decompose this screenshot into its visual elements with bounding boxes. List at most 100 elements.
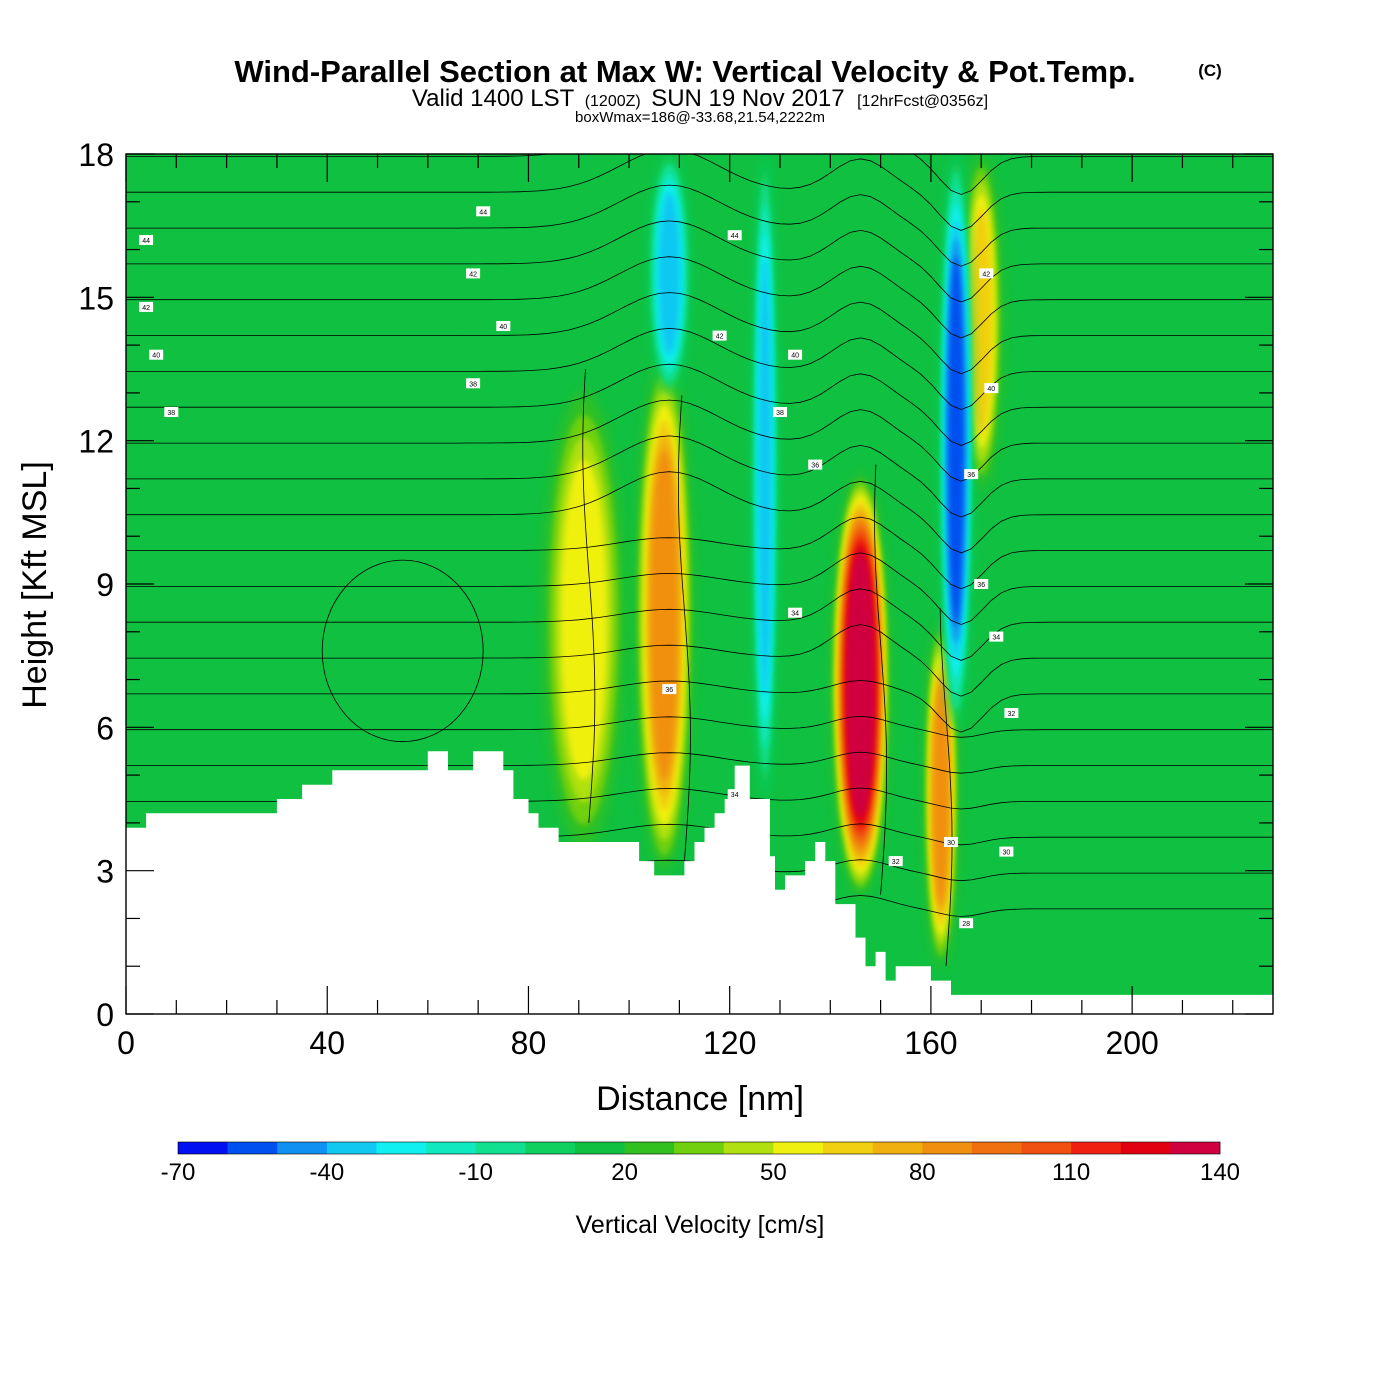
subtitle-utc: (1200Z) [585, 93, 641, 110]
colorbar-swatch [1021, 1142, 1072, 1154]
contour-label-bg [944, 837, 958, 847]
theta-contour-line [126, 363, 1273, 446]
contour-label: 36 [808, 459, 823, 470]
contour-label-text: 42 [982, 271, 990, 278]
contour-label: 40 [788, 349, 803, 360]
contour-label-text: 36 [665, 687, 673, 694]
contour-labels: 44 44 44 42 42 42 42 40 40 40 40 38 38 38 36 36 36 34 34 36… [139, 206, 1019, 929]
colorbar-swatch [723, 1142, 774, 1154]
contour-label: 30 [999, 846, 1014, 857]
contour-label: 42 [712, 330, 727, 341]
contour-label-bg [979, 268, 994, 279]
theta-contour-line [126, 680, 1273, 733]
velocity-band [650, 450, 679, 780]
colorbar-swatch [674, 1142, 725, 1154]
velocity-feature [939, 154, 973, 728]
colorbar-tick-label: 110 [1052, 1159, 1090, 1186]
velocity-band [560, 459, 607, 781]
velocity-feature [636, 359, 693, 871]
y-tick-label: 3 [96, 854, 114, 890]
colorbar-swatch [475, 1142, 526, 1154]
contour-label: 34 [727, 789, 742, 800]
velocity-band [848, 557, 873, 812]
theta-contour-line [874, 464, 887, 895]
contour-label: 40 [984, 383, 999, 394]
colorbar-swatch [178, 1142, 228, 1154]
colorbar-swatch [624, 1142, 675, 1154]
contour-label-bg [808, 459, 823, 470]
colorbar-swatch [872, 1142, 923, 1154]
contour-label-text: 36 [811, 463, 819, 470]
contour-label: 44 [139, 235, 154, 245]
chart-subtitle-2: boxWmax=186@-33.68,21.54,2222m [575, 109, 825, 126]
contour-label-bg [959, 918, 974, 929]
contour-label: 36 [662, 684, 677, 695]
colorbar-swatch [1120, 1142, 1171, 1154]
plot-area: 44 44 44 42 42 42 42 40 40 40 40 38 38 38 36 36 36 34 34 36… [126, 154, 1273, 1014]
contour-label-bg [466, 378, 481, 389]
contour-label-text: 40 [152, 353, 160, 360]
contour-label-text: 30 [947, 840, 955, 847]
contour-label-bg [989, 631, 1004, 642]
contour-label: 32 [1004, 708, 1019, 718]
velocity-band [970, 207, 992, 435]
theta-contour-line [126, 327, 1273, 410]
contour-label-bg [662, 684, 677, 695]
contour-label-text: 42 [469, 271, 477, 278]
theta-contour-line [678, 395, 691, 862]
contour-label-bg [476, 206, 491, 217]
colorbar-swatch [773, 1142, 824, 1154]
theta-contour-line [126, 435, 1273, 518]
colorbar-frame [177, 1141, 1221, 1155]
contour-label-text: 44 [731, 233, 739, 240]
colorbar-title: Vertical Velocity [cm/s] [576, 1211, 825, 1239]
contour-label-bg [999, 846, 1014, 857]
chart-subtitle: Valid 1400 LST (1200Z) SUN 19 Nov 2017 [… [412, 85, 988, 112]
colorbar-tick-label: 20 [611, 1159, 638, 1186]
theta-contour-line [126, 399, 1273, 482]
x-tick-label: 200 [1105, 1025, 1158, 1061]
contour-label: 40 [496, 321, 511, 331]
contour-label-text: 30 [1003, 850, 1011, 857]
contour-label: 44 [727, 230, 742, 241]
contour-label-bg [964, 469, 979, 480]
x-tick-label: 80 [511, 1025, 547, 1061]
chart-title-tag: (C) [1198, 61, 1222, 80]
velocity-feature [649, 154, 690, 393]
contour-label-bg [1004, 708, 1019, 718]
y-tick-label: 6 [96, 710, 114, 746]
theta-contour-line [582, 368, 596, 823]
contour-label-text: 36 [977, 582, 985, 589]
velocity-feature [543, 392, 625, 847]
y-tick-label: 9 [96, 567, 114, 603]
contour-label-bg [466, 268, 481, 279]
theta-contour-line [126, 184, 1273, 267]
colorbar-swatch [823, 1142, 873, 1154]
x-tick-label: 120 [703, 1025, 756, 1061]
colorbar-swatch [227, 1142, 278, 1154]
contour-label-text: 36 [967, 472, 975, 479]
contour-label-text: 38 [469, 381, 477, 388]
contour-label: 28 [959, 918, 974, 929]
colorbar-swatch [971, 1142, 1022, 1154]
colorbar-swatch [426, 1142, 477, 1154]
theta-contour-line [939, 607, 953, 967]
contour-label-text: 42 [716, 334, 724, 341]
contour-label: 32 [888, 856, 903, 867]
contour-label-text: 34 [992, 635, 1000, 642]
subtitle-valid: Valid 1400 LST [412, 85, 575, 112]
colorbar-tick-label: -40 [310, 1159, 345, 1186]
x-tick-labels: 0 40 80 120 160 200 [117, 1025, 1159, 1061]
colorbar-swatch [277, 1142, 328, 1154]
contour-label: 30 [944, 837, 958, 847]
theta-contour-line [126, 624, 1273, 697]
x-axis-label: Distance [nm] [596, 1080, 804, 1118]
contour-label: 38 [466, 378, 481, 389]
y-tick-label: 15 [78, 280, 114, 316]
contour-label-bg [888, 856, 903, 867]
contour-label-bg [984, 383, 999, 394]
contour-label-text: 44 [479, 209, 487, 216]
contour-label-text: 28 [962, 921, 970, 928]
colorbar-swatch [525, 1142, 576, 1154]
